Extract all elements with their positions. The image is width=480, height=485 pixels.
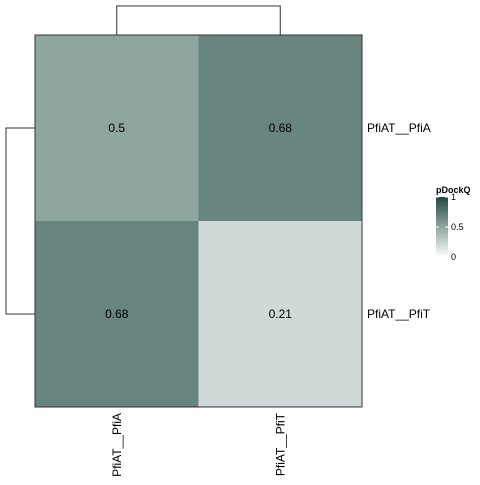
legend-tick-label: 0.5 [451,222,464,232]
row-labels: PfiAT__PfiA PfiAT__PfiT [367,121,431,321]
color-legend: pDockQ 10.50 [436,185,471,262]
column-dendrogram-branch [116,5,281,35]
heatmap-cell [198,35,362,221]
row-dendrogram [5,127,35,315]
row-label: PfiAT__PfiT [367,307,431,321]
heatmap-cell [35,35,199,221]
column-labels: PfiAT__PfiA PfiAT__PfiT [110,412,288,476]
row-dendrogram-branch [5,127,35,315]
row-label: PfiAT__PfiA [367,121,431,135]
legend-tick-label: 1 [451,192,456,202]
column-label: PfiAT__PfiA [110,413,124,477]
column-label: PfiAT__PfiT [273,412,287,476]
cell-value-label: 0.5 [108,121,125,135]
legend-ticks: 10.50 [436,192,464,262]
column-dendrogram [116,5,281,35]
legend-color-bar [436,197,448,257]
legend-title: pDockQ [436,185,471,195]
heatmap-border [34,34,363,408]
heatmap-cell [35,221,199,407]
heatmap-cells: 0.5 0.68 0.68 0.21 [35,35,362,407]
cell-value-label: 0.21 [269,307,293,321]
heatmap-cell [198,221,362,407]
cell-value-label: 0.68 [269,121,293,135]
legend-tick-label: 0 [451,252,456,262]
cell-value-label: 0.68 [105,307,129,321]
